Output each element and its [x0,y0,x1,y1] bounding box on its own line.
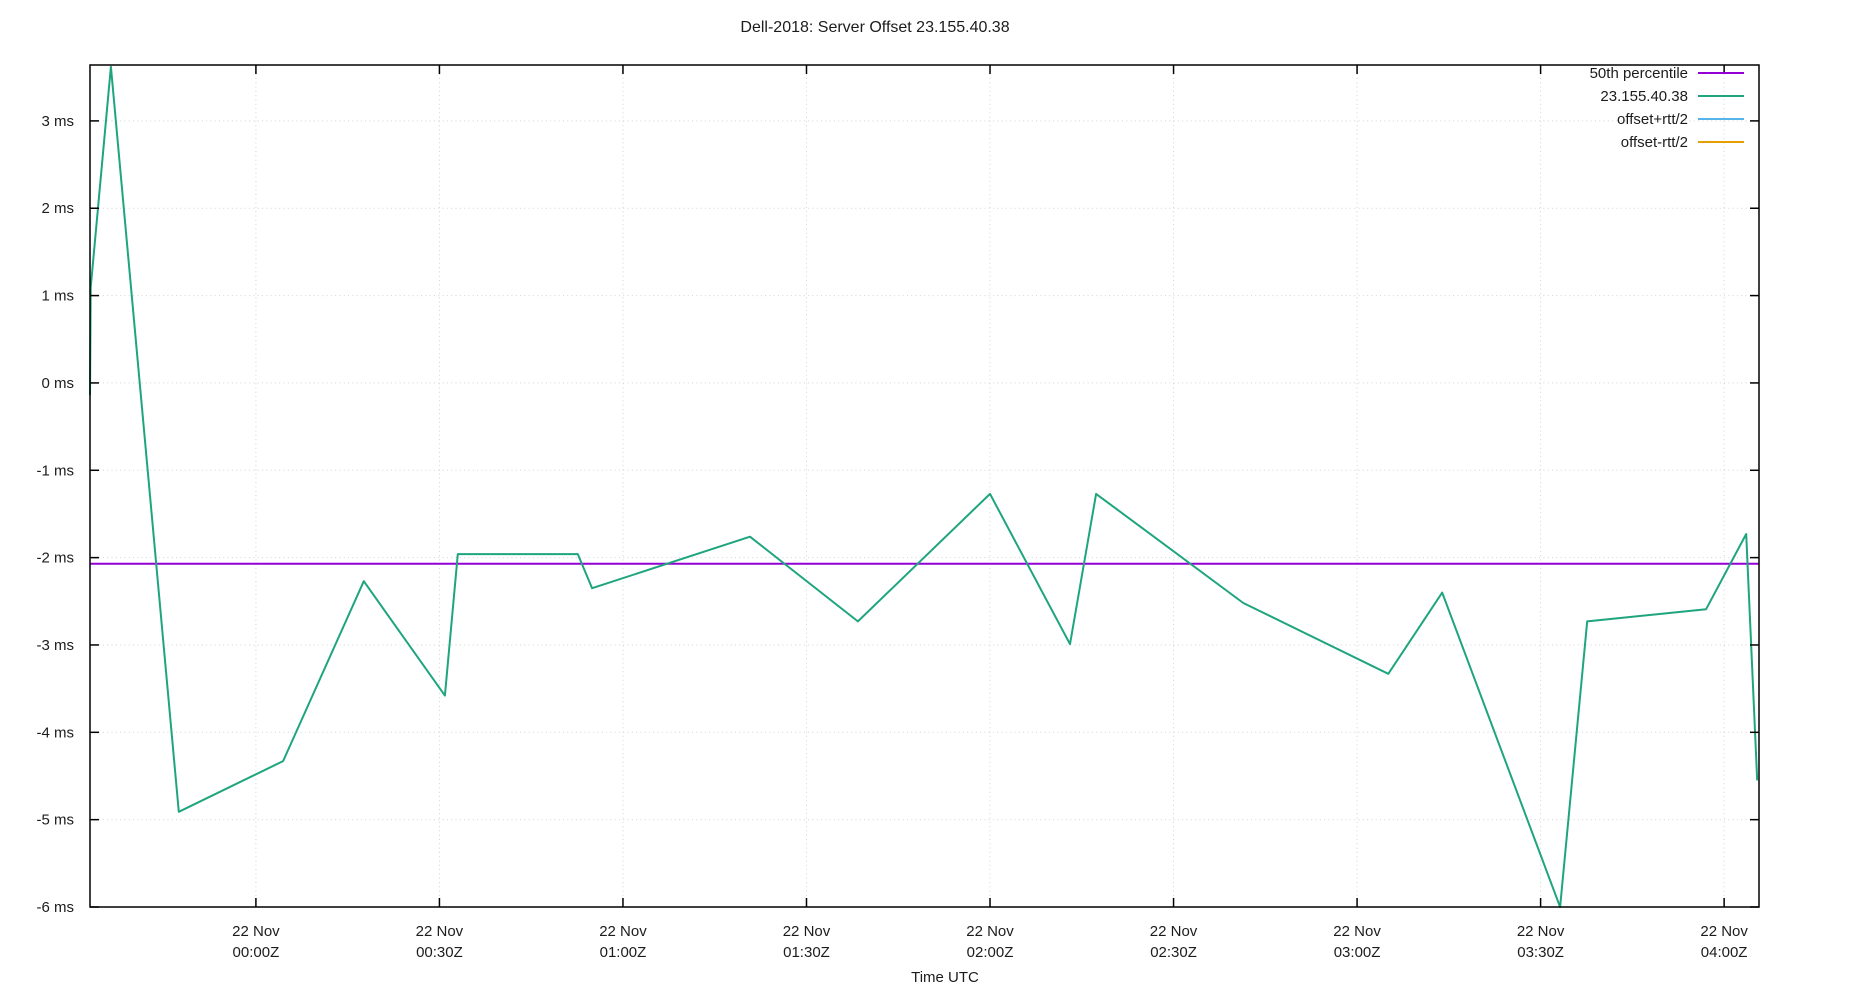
y-tick-label: -6 ms [37,899,75,916]
plot-border [89,64,1760,908]
x-axis-title: Time UTC [911,969,979,986]
y-tick-label: -4 ms [37,724,75,741]
x-tick-label-date: 22 Nov [1333,923,1381,940]
x-tick-label-date: 22 Nov [232,923,280,940]
y-tick-label: 2 ms [41,200,74,217]
x-tick-label-date: 22 Nov [1517,923,1565,940]
x-tick-label-date: 22 Nov [599,923,647,940]
y-tick-label: 0 ms [41,375,74,392]
x-tick-label-time: 04:00Z [1701,944,1748,961]
x-tick-label-time: 03:00Z [1334,944,1381,961]
y-tick-label: 3 ms [41,113,74,130]
x-tick-label-date: 22 Nov [966,923,1014,940]
x-tick-label-time: 00:30Z [416,944,463,961]
x-tick-label-time: 01:00Z [600,944,647,961]
y-tick-label: -5 ms [37,812,75,829]
series-line-23.155.40.38 [89,65,1759,908]
x-tick-label-date: 22 Nov [783,923,831,940]
legend-label: offset-rtt/2 [1621,134,1688,151]
y-tick-label: 1 ms [41,288,74,305]
y-tick-label: -1 ms [37,462,75,479]
x-tick-label-time: 02:30Z [1150,944,1197,961]
chart-title: Dell-2018: Server Offset 23.155.40.38 [740,19,1010,36]
x-tick-label-date: 22 Nov [416,923,464,940]
x-tick-label-time: 02:00Z [967,944,1014,961]
y-tick-label: -2 ms [37,550,75,567]
x-tick-label-time: 01:30Z [783,944,830,961]
legend-label: 23.155.40.38 [1600,88,1688,105]
legend-label: offset+rtt/2 [1617,111,1688,128]
legend-label: 50th percentile [1590,65,1688,82]
x-tick-label-date: 22 Nov [1700,923,1748,940]
x-tick-label-time: 03:30Z [1517,944,1564,961]
x-tick-label-time: 00:00Z [233,944,280,961]
x-tick-label-date: 22 Nov [1150,923,1198,940]
y-tick-label: -3 ms [37,637,75,654]
